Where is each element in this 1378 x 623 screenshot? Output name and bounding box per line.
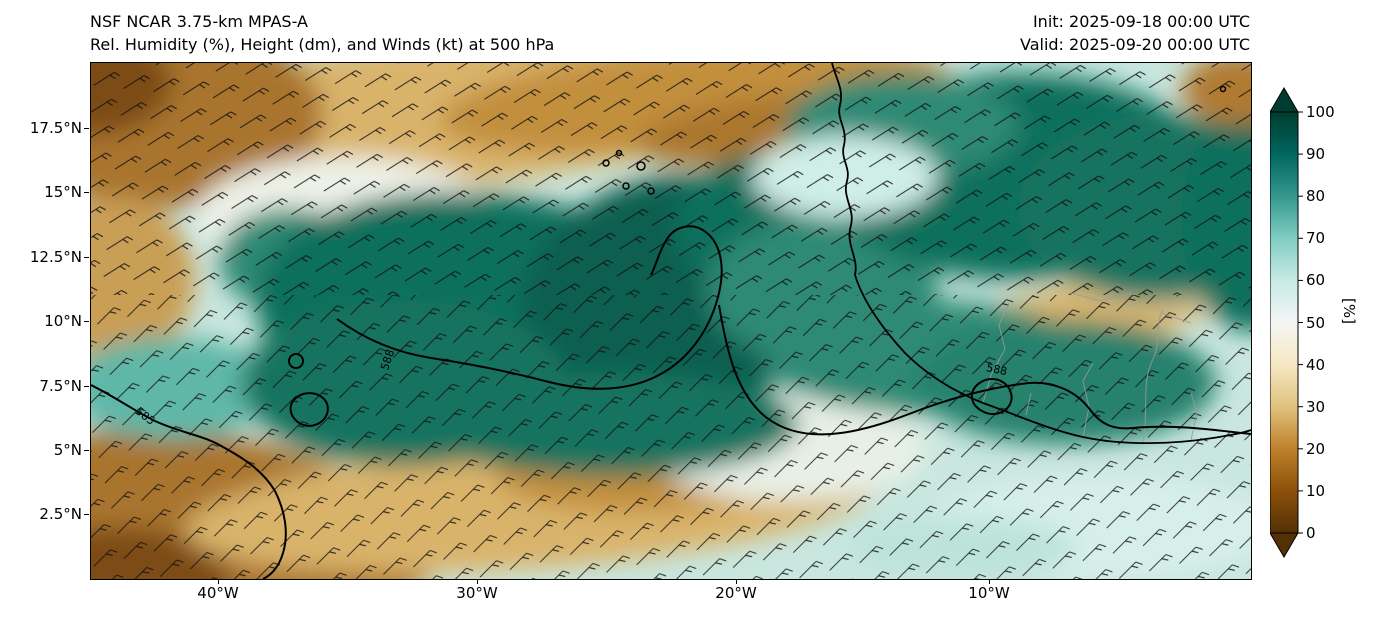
axis-tick	[84, 257, 89, 258]
axis-tick	[84, 514, 89, 515]
cbtick-70: 70	[1306, 229, 1326, 247]
height-contour-closed-tiny	[288, 353, 304, 369]
cbtick-20: 20	[1306, 440, 1326, 458]
ytick-10n: 10°N	[44, 312, 82, 330]
colorbar-extend-bottom	[1270, 532, 1299, 558]
axis-tick	[218, 579, 219, 584]
colorbar	[1270, 87, 1303, 558]
height-contour-588-loop	[970, 378, 1013, 415]
cbtick-90: 90	[1306, 145, 1326, 163]
colorbar-units-label: [%]	[1339, 298, 1358, 324]
height-contour-588-west	[336, 225, 723, 390]
axis-tick	[84, 450, 89, 451]
map-svg: 585 588 588	[91, 63, 1251, 579]
colorbar-ticks	[1298, 111, 1303, 534]
cbtick-100: 100	[1306, 103, 1335, 121]
valid-time: Valid: 2025-09-20 00:00 UTC	[1019, 35, 1250, 54]
ytick-5n: 5°N	[53, 441, 82, 459]
coastline	[831, 63, 1251, 445]
country-borders	[982, 292, 1198, 444]
contour-label-588-west: 588	[378, 348, 397, 372]
ytick-17-5n: 17.5°N	[29, 119, 82, 137]
ytick-15n: 15°N	[44, 183, 82, 201]
contour-label-588-east: 588	[985, 361, 1008, 378]
ytick-12-5n: 12.5°N	[29, 248, 82, 266]
axis-tick	[84, 192, 89, 193]
axis-tick	[84, 386, 89, 387]
axis-tick	[477, 579, 478, 584]
colorbar-extend-top	[1270, 87, 1299, 113]
cbtick-0: 0	[1306, 524, 1316, 542]
height-contour-closed-small	[289, 392, 329, 427]
init-time: Init: 2025-09-18 00:00 UTC	[1032, 12, 1250, 31]
axis-tick	[84, 128, 89, 129]
wind-barbs-north	[91, 63, 1251, 295]
cbtick-30: 30	[1306, 398, 1326, 416]
cbtick-50: 50	[1306, 314, 1326, 332]
cbtick-80: 80	[1306, 187, 1326, 205]
model-title: NSF NCAR 3.75-km MPAS-A	[90, 12, 308, 31]
axis-tick	[736, 579, 737, 584]
xtick-10w: 10°W	[968, 584, 1010, 602]
ytick-2-5n: 2.5°N	[39, 505, 82, 523]
cbtick-60: 60	[1306, 271, 1326, 289]
islands	[602, 85, 1227, 195]
height-contour-588-east	[718, 304, 1251, 436]
xtick-30w: 30°W	[456, 584, 498, 602]
xtick-40w: 40°W	[197, 584, 239, 602]
map-plot: 585 588 588	[90, 62, 1252, 580]
field-title: Rel. Humidity (%), Height (dm), and Wind…	[90, 35, 555, 54]
height-contour-585	[91, 384, 287, 579]
time-block: Init: 2025-09-18 00:00 UTC Valid: 2025-0…	[1020, 10, 1250, 56]
axis-tick	[84, 321, 89, 322]
wind-barbs-south	[91, 295, 1251, 579]
cbtick-10: 10	[1306, 482, 1326, 500]
ytick-7-5n: 7.5°N	[39, 377, 82, 395]
xtick-20w: 20°W	[715, 584, 757, 602]
colorbar-gradient	[1270, 111, 1299, 534]
cbtick-40: 40	[1306, 356, 1326, 374]
title-block: NSF NCAR 3.75-km MPAS-A Rel. Humidity (%…	[90, 10, 554, 56]
axis-tick	[989, 579, 990, 584]
